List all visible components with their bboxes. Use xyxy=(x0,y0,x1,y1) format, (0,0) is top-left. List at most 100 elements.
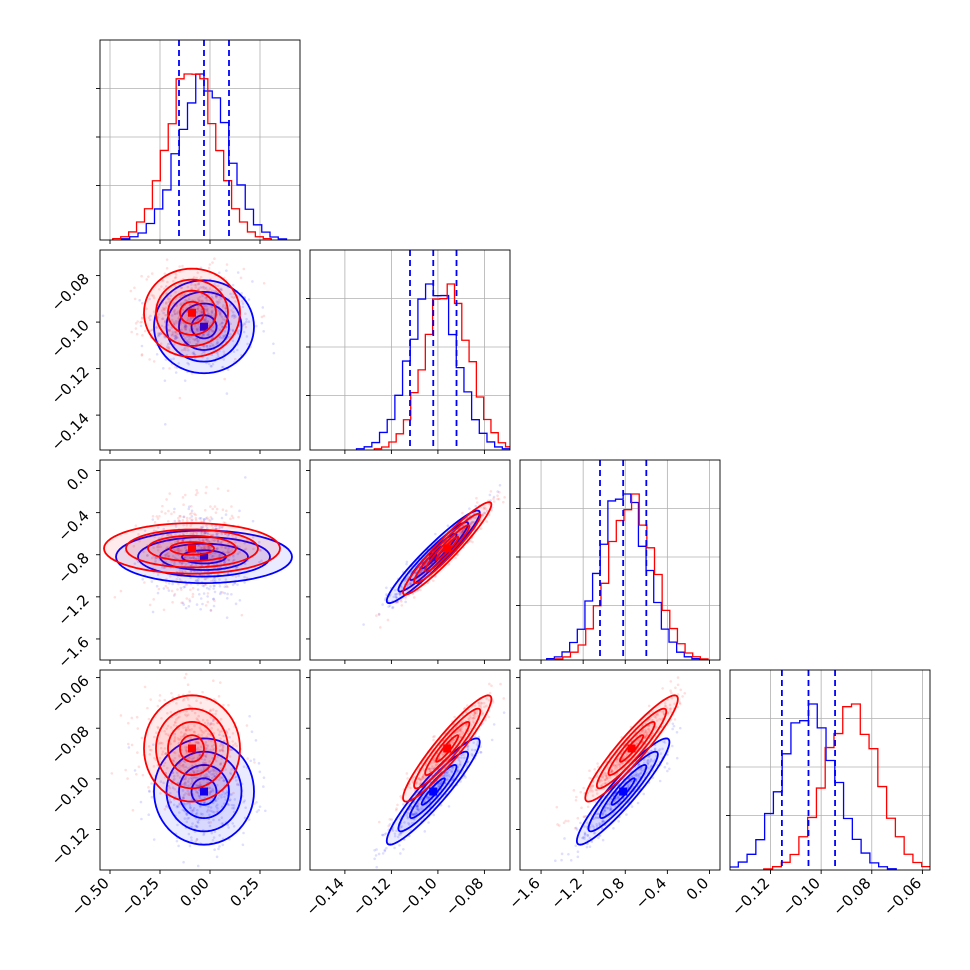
scatter-point xyxy=(213,830,217,834)
scatter-point xyxy=(191,556,195,559)
scatter-point xyxy=(416,805,419,808)
scatter-point xyxy=(227,703,230,707)
scatter-point xyxy=(183,324,187,327)
scatter-point xyxy=(419,588,422,592)
scatter-point xyxy=(178,577,182,581)
scatter-point xyxy=(174,330,177,334)
scatter-point xyxy=(203,721,207,725)
scatter-point xyxy=(206,719,209,722)
scatter-point xyxy=(375,865,379,869)
scatter-point xyxy=(200,352,204,356)
scatter-point xyxy=(188,318,192,322)
scatter-point xyxy=(165,285,168,288)
scatter-point xyxy=(164,752,167,756)
scatter-point xyxy=(219,742,223,746)
scatter-point xyxy=(232,810,236,814)
scatter-point xyxy=(415,812,419,815)
histogram-series-0 xyxy=(355,283,510,450)
scatter-point xyxy=(183,817,187,820)
scatter-point xyxy=(189,556,192,560)
scatter-point xyxy=(215,290,219,294)
scatter-point xyxy=(212,748,215,752)
scatter-point xyxy=(475,743,479,746)
scatter-point xyxy=(186,792,190,795)
scatter-point xyxy=(140,817,143,821)
scatter-point xyxy=(185,749,188,753)
scatter-point xyxy=(173,732,177,736)
scatter-point xyxy=(194,840,197,844)
scatter-point xyxy=(207,312,210,316)
scatter-point xyxy=(473,727,477,731)
scatter-point xyxy=(459,780,462,783)
scatter-point xyxy=(231,329,235,333)
x-tick-label: −0.50 xyxy=(68,874,113,919)
scatter-point xyxy=(414,812,417,816)
scatter-point xyxy=(413,818,416,821)
scatter-point xyxy=(222,350,226,353)
scatter-point xyxy=(194,518,198,522)
scatter-point xyxy=(186,725,190,728)
scatter-point xyxy=(185,549,188,553)
scatter-point xyxy=(211,533,215,537)
scatter-point xyxy=(177,844,180,848)
scatter-point xyxy=(423,800,426,804)
scatter-point xyxy=(222,703,225,707)
scatter-point xyxy=(205,304,208,308)
scatter-point xyxy=(419,807,422,811)
scatter-point xyxy=(163,553,167,557)
scatter-point xyxy=(223,795,226,799)
scatter-point xyxy=(158,699,161,702)
scatter-point xyxy=(196,271,200,274)
scatter-point xyxy=(226,823,230,827)
scatter-point xyxy=(210,555,214,558)
scatter-point xyxy=(176,781,180,785)
scatter-point xyxy=(579,821,582,825)
scatter-point xyxy=(172,759,176,763)
scatter-point xyxy=(496,490,500,493)
scatter-point xyxy=(226,592,229,596)
scatter-point xyxy=(433,756,437,760)
scatter-series-0 xyxy=(127,714,267,868)
scatter-point xyxy=(206,576,209,580)
scatter-point xyxy=(213,584,216,588)
scatter-point xyxy=(168,367,171,370)
scatter-point xyxy=(259,549,263,552)
scatter-point xyxy=(151,328,154,332)
scatter-point xyxy=(221,321,224,325)
x-tick-label: −0.14 xyxy=(302,874,347,919)
scatter-point xyxy=(230,768,233,771)
scatter-point xyxy=(185,812,189,816)
scatter-point xyxy=(204,546,207,549)
scatter-point xyxy=(193,283,197,287)
scatter-point xyxy=(221,591,224,594)
scatter-point xyxy=(399,825,402,829)
scatter-point xyxy=(225,392,229,395)
scatter-point xyxy=(477,701,480,705)
scatter-point xyxy=(187,297,191,301)
scatter-point xyxy=(177,582,180,586)
scatter-point xyxy=(178,569,181,573)
scatter-point xyxy=(200,531,204,534)
scatter-point xyxy=(405,814,409,817)
scatter-point xyxy=(416,804,419,808)
panel-1-0: −0.14−0.12−0.10−0.08 xyxy=(48,249,301,454)
scatter-point xyxy=(166,280,169,284)
scatter-point xyxy=(150,782,153,785)
scatter-point xyxy=(455,771,459,774)
scatter-point xyxy=(173,777,176,781)
scatter-point xyxy=(206,592,210,595)
scatter-point xyxy=(232,554,235,558)
scatter-point xyxy=(426,795,429,799)
scatter-point xyxy=(206,310,209,313)
scatter-point xyxy=(207,333,211,337)
scatter-point xyxy=(214,547,218,551)
scatter-point xyxy=(181,808,185,812)
scatter-point xyxy=(209,821,213,824)
scatter-point xyxy=(189,806,192,810)
scatter-point xyxy=(140,736,144,740)
scatter-point xyxy=(412,596,416,599)
scatter-point xyxy=(375,614,378,617)
scatter-point xyxy=(227,728,231,731)
scatter-point xyxy=(184,812,188,815)
scatter-point xyxy=(166,297,170,301)
